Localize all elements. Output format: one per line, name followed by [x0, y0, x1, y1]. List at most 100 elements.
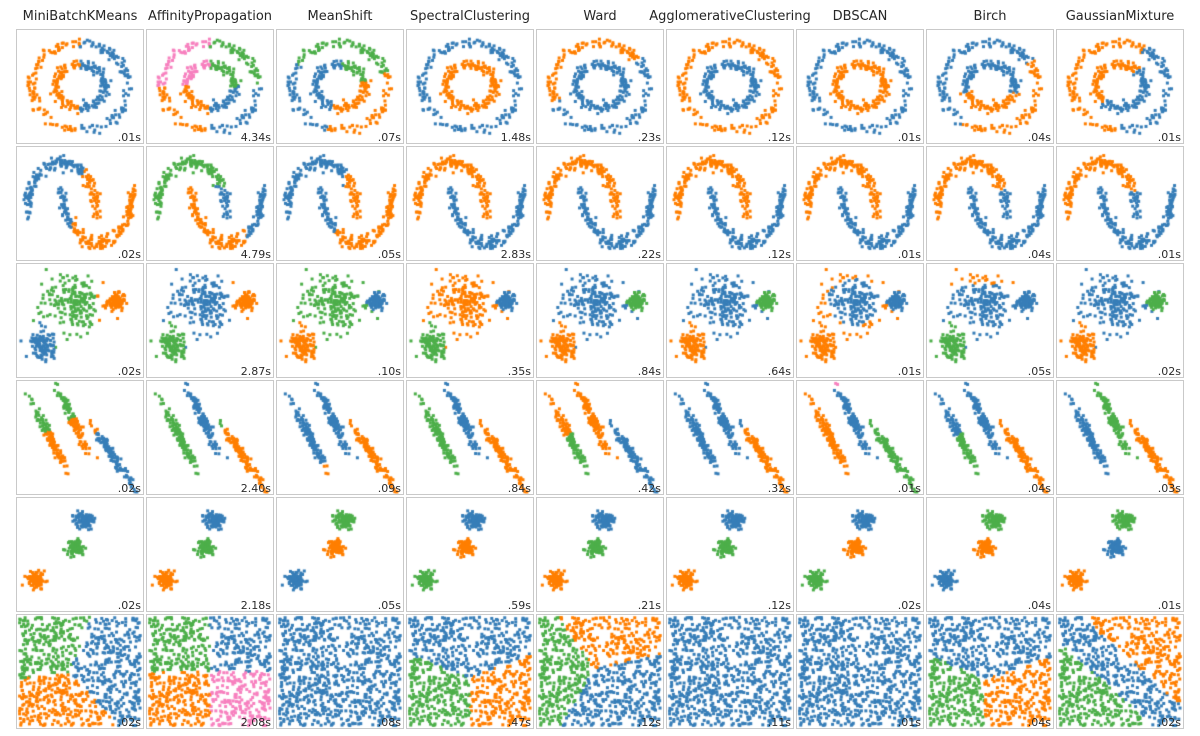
timing-label: 2.87s — [240, 365, 271, 378]
timing-label: .12s — [767, 131, 791, 144]
plot-cell-r3c1: 2.40s — [146, 380, 274, 495]
scatter-canvas — [147, 615, 273, 728]
timing-label: .09s — [377, 482, 401, 495]
plot-cell-r3c8: .03s — [1056, 380, 1184, 495]
plot-cell-r5c2: .08s — [276, 614, 404, 729]
scatter-canvas — [407, 30, 533, 143]
timing-label: .64s — [767, 365, 791, 378]
plot-cell-r3c6: .01s — [796, 380, 924, 495]
timing-label: .12s — [767, 599, 791, 612]
plot-cell-r5c4: .12s — [536, 614, 664, 729]
scatter-canvas — [667, 381, 793, 494]
scatter-canvas — [927, 615, 1053, 728]
scatter-canvas — [277, 615, 403, 728]
timing-label: .12s — [767, 248, 791, 261]
scatter-canvas — [667, 615, 793, 728]
timing-label: .21s — [637, 599, 661, 612]
timing-label: 2.18s — [240, 599, 271, 612]
timing-label: .04s — [1027, 599, 1051, 612]
scatter-canvas — [147, 264, 273, 377]
plot-cell-r0c6: .01s — [796, 29, 924, 144]
plot-cell-r0c1: 4.34s — [146, 29, 274, 144]
plot-cell-r4c1: 2.18s — [146, 497, 274, 612]
scatter-canvas — [17, 30, 143, 143]
scatter-canvas — [1057, 615, 1183, 728]
plot-cell-r0c7: .04s — [926, 29, 1054, 144]
scatter-canvas — [537, 30, 663, 143]
timing-label: 4.34s — [240, 131, 271, 144]
timing-label: .22s — [637, 248, 661, 261]
timing-label: .04s — [1027, 716, 1051, 729]
timing-label: .02s — [117, 482, 141, 495]
plot-cell-r0c4: .23s — [536, 29, 664, 144]
scatter-canvas — [927, 381, 1053, 494]
timing-label: .04s — [1027, 131, 1051, 144]
scatter-canvas — [667, 498, 793, 611]
plot-cell-r3c7: .04s — [926, 380, 1054, 495]
scatter-canvas — [407, 381, 533, 494]
plot-cell-r4c8: .01s — [1056, 497, 1184, 612]
scatter-canvas — [407, 615, 533, 728]
timing-label: .01s — [897, 365, 921, 378]
timing-label: .04s — [1027, 248, 1051, 261]
plot-cell-r5c3: .47s — [406, 614, 534, 729]
timing-label: .42s — [637, 482, 661, 495]
scatter-canvas — [667, 147, 793, 260]
scatter-canvas — [927, 30, 1053, 143]
scatter-canvas — [17, 264, 143, 377]
timing-label: .04s — [1027, 482, 1051, 495]
timing-label: 2.83s — [500, 248, 531, 261]
timing-label: .84s — [507, 482, 531, 495]
timing-label: .02s — [117, 599, 141, 612]
timing-label: 2.08s — [240, 716, 271, 729]
plot-cell-r5c1: 2.08s — [146, 614, 274, 729]
scatter-canvas — [147, 381, 273, 494]
scatter-canvas — [1057, 498, 1183, 611]
scatter-canvas — [1057, 30, 1183, 143]
timing-label: .02s — [1157, 365, 1181, 378]
column-title: AffinityPropagation — [147, 9, 273, 24]
plot-cell-r4c4: .21s — [536, 497, 664, 612]
column-titles-row: MiniBatchKMeans AffinityPropagation MeanSh… — [16, 6, 1200, 28]
plot-cell-r4c0: .02s — [16, 497, 144, 612]
timing-label: .02s — [117, 365, 141, 378]
timing-label: .01s — [897, 131, 921, 144]
timing-label: .59s — [507, 599, 531, 612]
plot-cell-r1c4: .22s — [536, 146, 664, 261]
scatter-canvas — [537, 381, 663, 494]
scatter-canvas — [277, 264, 403, 377]
timing-label: .05s — [377, 248, 401, 261]
scatter-canvas — [797, 147, 923, 260]
column-title: MiniBatchKMeans — [22, 9, 138, 24]
timing-label: .07s — [377, 131, 401, 144]
scatter-canvas — [1057, 147, 1183, 260]
timing-label: .11s — [767, 716, 791, 729]
timing-label: .01s — [1157, 248, 1181, 261]
plot-cell-r2c3: .35s — [406, 263, 534, 378]
column-title: GaussianMixture — [1065, 9, 1175, 24]
scatter-canvas — [147, 30, 273, 143]
plot-cell-r3c2: .09s — [276, 380, 404, 495]
scatter-canvas — [667, 30, 793, 143]
scatter-canvas — [277, 147, 403, 260]
timing-label: .02s — [1157, 716, 1181, 729]
timing-label: .12s — [637, 716, 661, 729]
cluster-grid: .01s 4.34s .07s 1.48s .23s .12s .01s .04s .01s .0… — [16, 29, 1200, 729]
plot-cell-r1c6: .01s — [796, 146, 924, 261]
plot-cell-r3c4: .42s — [536, 380, 664, 495]
timing-label: 1.48s — [500, 131, 531, 144]
scatter-canvas — [797, 264, 923, 377]
timing-label: .05s — [377, 599, 401, 612]
timing-label: .23s — [637, 131, 661, 144]
plot-cell-r5c5: .11s — [666, 614, 794, 729]
plot-cell-r5c8: .02s — [1056, 614, 1184, 729]
scatter-canvas — [407, 147, 533, 260]
column-title: AgglomerativeClustering — [649, 9, 811, 24]
column-title: DBSCAN — [832, 9, 888, 24]
scatter-canvas — [407, 498, 533, 611]
scatter-canvas — [927, 147, 1053, 260]
plot-cell-r0c3: 1.48s — [406, 29, 534, 144]
timing-label: .05s — [1027, 365, 1051, 378]
plot-cell-r4c5: .12s — [666, 497, 794, 612]
scatter-canvas — [797, 615, 923, 728]
